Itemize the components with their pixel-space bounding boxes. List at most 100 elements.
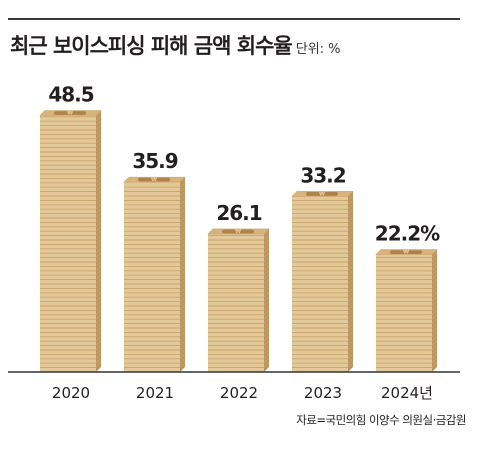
- chart-title: 최근 보이스피싱 피해 금액 회수율: [10, 34, 293, 58]
- coin-edge: [95, 349, 102, 355]
- value-label: 35.9: [132, 149, 177, 173]
- bar-2024년: ₩: [375, 249, 438, 372]
- coin-edge: [347, 230, 354, 236]
- top-rule: [8, 18, 460, 20]
- coin-edge: [95, 278, 102, 285]
- coin-edge: [347, 340, 354, 346]
- coin-edge: [179, 217, 186, 223]
- coin-edge: [347, 327, 354, 333]
- coin-edge: [347, 291, 354, 298]
- coin-edge: [179, 195, 186, 201]
- coin-edge: [431, 278, 438, 285]
- coin-edge: [347, 278, 354, 285]
- coin-edge: [179, 256, 186, 263]
- bar-2021: ₩: [123, 176, 186, 372]
- coin-edge: [179, 252, 186, 258]
- coin-edge: [347, 208, 354, 214]
- coin-edge: [95, 173, 102, 179]
- coin-edge: [263, 300, 270, 307]
- coin-edge: [263, 349, 270, 355]
- coin-edge: [263, 309, 270, 316]
- coin-edge: [263, 234, 270, 241]
- coin-edge: [179, 208, 186, 214]
- coin-edge: [263, 247, 270, 254]
- coin-edge: [95, 318, 102, 324]
- bar-front: [208, 233, 264, 372]
- coin-edge: [95, 269, 102, 276]
- coin-edge: [347, 269, 354, 276]
- coin-edge: [263, 353, 270, 360]
- coin-edge: [263, 322, 270, 329]
- coin-edge: [179, 278, 186, 285]
- coin-edge: [179, 331, 186, 338]
- coin-edge: [95, 362, 102, 368]
- coin-edge: [179, 243, 186, 250]
- coin-edge: [431, 256, 438, 263]
- coin-edge: [263, 327, 270, 333]
- coin-edge: [347, 349, 354, 355]
- coin-edge: [347, 247, 354, 254]
- coin-edge: [347, 322, 354, 329]
- labels-layer: 48.5 2020 35.9 2021 26.1 2022 33.2 2023 22.2% 202…: [48, 83, 441, 402]
- bar-front: [40, 115, 96, 372]
- coin-edge: [263, 269, 270, 276]
- coin-edge: [95, 340, 102, 346]
- coin-edge: [179, 247, 186, 254]
- coin-edge: [431, 287, 438, 294]
- coin-edge: [95, 296, 102, 302]
- coin-edge: [95, 151, 102, 157]
- coin-edge: [263, 331, 270, 338]
- value-label: 33.2: [300, 163, 345, 187]
- coin-edge: [431, 269, 438, 276]
- coin-edge: [263, 287, 270, 294]
- coin-edge: [179, 344, 186, 351]
- coin-edge: [95, 177, 102, 184]
- coin-edge: [263, 318, 270, 324]
- coin-edge: [347, 261, 354, 267]
- coin-edge: [95, 159, 102, 166]
- coin-edge: [263, 243, 270, 250]
- coin-edge: [179, 291, 186, 298]
- coin-edge: [95, 309, 102, 316]
- coin-edge: [95, 190, 102, 197]
- coin-edge: [347, 225, 354, 232]
- coin-edge: [179, 265, 186, 272]
- coin-edge: [95, 208, 102, 214]
- coin-edge: [179, 296, 186, 302]
- coin-edge: [95, 120, 102, 126]
- coin-edge: [347, 203, 354, 210]
- coin-edge: [179, 199, 186, 206]
- coin-edge: [263, 362, 270, 368]
- coin-edge: [95, 111, 102, 118]
- coin-edge: [431, 357, 438, 364]
- coin-edge: [263, 265, 270, 272]
- coin-edge: [263, 278, 270, 285]
- coin-edge: [179, 309, 186, 316]
- value-label: 48.5: [48, 83, 93, 107]
- coin-edge: [263, 252, 270, 258]
- coin-edge: [431, 265, 438, 272]
- coin-edge: [263, 274, 270, 280]
- coin-edge: [347, 335, 354, 342]
- coin-edge: [347, 212, 354, 219]
- coin-edge: [263, 357, 270, 364]
- coin-edge: [431, 283, 438, 289]
- coin-edge: [95, 133, 102, 140]
- category-label: 2020: [52, 384, 90, 402]
- category-label: 2021: [136, 384, 174, 402]
- coin-edge: [95, 221, 102, 228]
- coin-edge: [347, 300, 354, 307]
- coin-edge: [263, 283, 270, 289]
- coin-edge: [95, 256, 102, 263]
- coin-edge: [431, 349, 438, 355]
- chart-heading: 최근 보이스피싱 피해 금액 회수율 단위: %: [10, 30, 341, 60]
- coin-edge: [179, 335, 186, 342]
- coin-edge: [347, 199, 354, 206]
- coin-edge: [179, 203, 186, 210]
- bars-layer: ₩ ₩ ₩ ₩ ₩: [39, 110, 438, 372]
- bar-2020: ₩: [39, 110, 102, 372]
- coin-edge: [347, 357, 354, 364]
- coin-edge: [95, 247, 102, 254]
- coin-edge: [95, 353, 102, 360]
